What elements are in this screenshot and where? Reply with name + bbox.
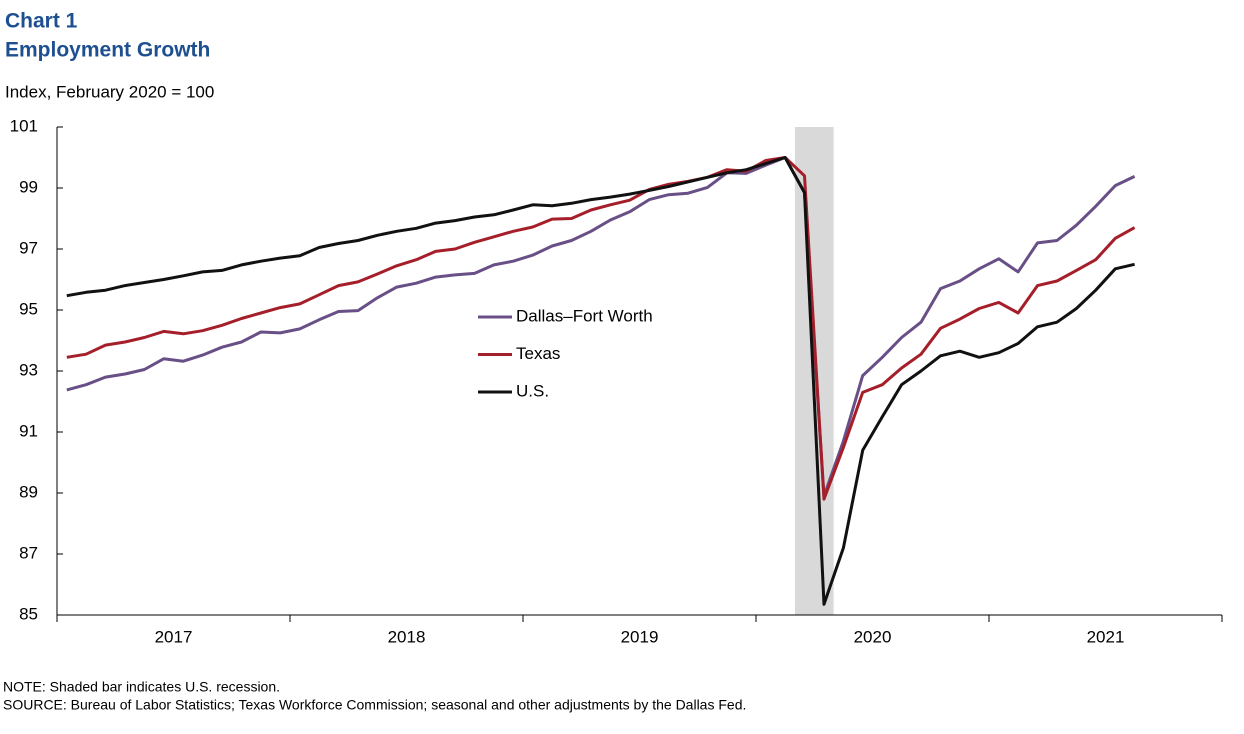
y-tick-label: 101: [10, 116, 38, 135]
y-tick-label: 87: [19, 543, 38, 562]
x-tick-label: 2020: [854, 627, 892, 646]
x-tick-label: 2018: [388, 627, 426, 646]
y-tick-label: 95: [19, 299, 38, 318]
source: SOURCE: Bureau of Labor Statistics; Texa…: [3, 697, 746, 713]
x-tick-label: 2021: [1087, 627, 1125, 646]
x-tick-label: 2017: [155, 627, 193, 646]
chart-subtitle: Employment Growth: [5, 39, 210, 62]
y-tick-label: 93: [19, 360, 38, 379]
y-tick-label: 91: [19, 421, 38, 440]
y-axis-label: Index, February 2020 = 100: [5, 82, 214, 101]
x-tick-label: 2019: [621, 627, 659, 646]
legend-label: Texas: [516, 344, 560, 363]
line-series: [66, 156, 1135, 606]
y-tick-label: 85: [19, 604, 38, 623]
legend-label: Dallas–Fort Worth: [516, 306, 653, 325]
chart-title: Chart 1: [5, 10, 78, 33]
y-tick-label: 89: [19, 482, 38, 501]
legend-label: U.S.: [516, 381, 549, 400]
y-tick-label: 97: [19, 238, 38, 257]
note: NOTE: Shaded bar indicates U.S. recessio…: [3, 679, 280, 695]
line-series: [66, 156, 1136, 501]
y-tick-label: 99: [19, 177, 38, 196]
line-series: [66, 156, 1136, 498]
